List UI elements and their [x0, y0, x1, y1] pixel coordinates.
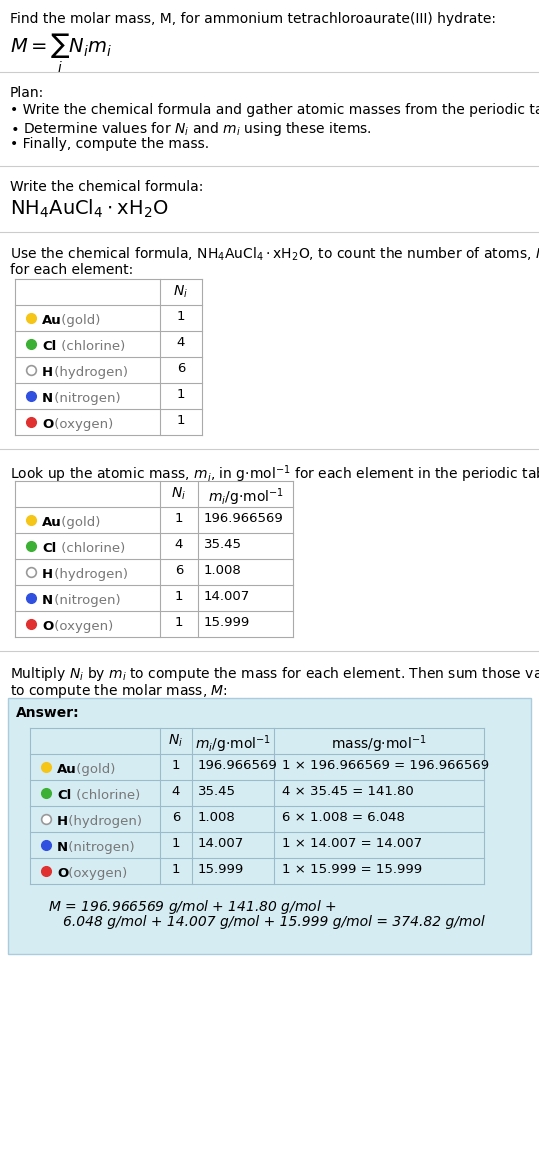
Text: 6: 6 [175, 564, 183, 577]
Text: 35.45: 35.45 [204, 538, 242, 552]
Text: $N_i$: $N_i$ [169, 733, 183, 750]
Text: $m_i$/g$\cdot$mol$^{-1}$: $m_i$/g$\cdot$mol$^{-1}$ [195, 733, 271, 754]
Text: 4: 4 [172, 785, 180, 798]
Text: 6: 6 [177, 361, 185, 375]
Text: N: N [42, 593, 53, 607]
Text: Cl: Cl [42, 542, 56, 555]
Text: (nitrogen): (nitrogen) [50, 593, 120, 607]
Text: 1: 1 [172, 863, 180, 876]
Text: 1: 1 [175, 590, 183, 603]
Text: Cl: Cl [42, 340, 56, 353]
Text: 1: 1 [177, 414, 185, 427]
Text: 1.008: 1.008 [198, 812, 236, 824]
Text: 14.007: 14.007 [198, 837, 244, 850]
Text: Multiply $N_i$ by $m_i$ to compute the mass for each element. Then sum those val: Multiply $N_i$ by $m_i$ to compute the m… [10, 665, 539, 683]
Text: 1 × 196.966569 = 196.966569: 1 × 196.966569 = 196.966569 [282, 759, 489, 772]
Text: • Finally, compute the mass.: • Finally, compute the mass. [10, 136, 209, 152]
Text: (gold): (gold) [57, 314, 100, 326]
Text: (oxygen): (oxygen) [50, 620, 113, 633]
Text: (oxygen): (oxygen) [65, 868, 128, 880]
Text: N: N [42, 392, 53, 405]
Text: H: H [42, 366, 53, 379]
Text: 35.45: 35.45 [198, 785, 236, 798]
Text: $N_i$: $N_i$ [171, 486, 186, 503]
Text: (hydrogen): (hydrogen) [50, 366, 128, 379]
Text: (nitrogen): (nitrogen) [50, 392, 120, 405]
Text: (oxygen): (oxygen) [50, 417, 113, 431]
Text: H: H [42, 568, 53, 581]
Text: (nitrogen): (nitrogen) [65, 841, 135, 854]
Text: Write the chemical formula:: Write the chemical formula: [10, 180, 203, 194]
Text: Plan:: Plan: [10, 86, 44, 100]
Text: Look up the atomic mass, $m_i$, in g$\cdot$mol$^{-1}$ for each element in the pe: Look up the atomic mass, $m_i$, in g$\cd… [10, 463, 539, 485]
Text: (gold): (gold) [57, 517, 100, 529]
Text: $N_i$: $N_i$ [174, 285, 189, 301]
Text: (gold): (gold) [72, 763, 115, 777]
Text: 1.008: 1.008 [204, 564, 242, 577]
Text: 4 × 35.45 = 141.80: 4 × 35.45 = 141.80 [282, 785, 414, 798]
Text: 14.007: 14.007 [204, 590, 250, 603]
Text: 1: 1 [177, 310, 185, 323]
Text: 4: 4 [177, 336, 185, 349]
Text: $\mathrm{NH_4AuCl_4 \cdot xH_2O}$: $\mathrm{NH_4AuCl_4 \cdot xH_2O}$ [10, 198, 169, 220]
Text: to compute the molar mass, $M$:: to compute the molar mass, $M$: [10, 682, 228, 700]
Text: (chlorine): (chlorine) [57, 340, 125, 353]
Text: (hydrogen): (hydrogen) [50, 568, 128, 581]
Text: $M$ = 196.966569 g/mol + 141.80 g/mol +: $M$ = 196.966569 g/mol + 141.80 g/mol + [48, 898, 336, 916]
Text: mass/g$\cdot$mol$^{-1}$: mass/g$\cdot$mol$^{-1}$ [331, 733, 427, 754]
Text: 1 × 14.007 = 14.007: 1 × 14.007 = 14.007 [282, 837, 422, 850]
Text: O: O [42, 417, 53, 431]
Text: 1: 1 [172, 759, 180, 772]
Text: 196.966569: 196.966569 [204, 512, 284, 525]
Text: 1: 1 [177, 388, 185, 401]
Text: 15.999: 15.999 [198, 863, 244, 876]
Text: 1: 1 [172, 837, 180, 850]
Text: $\bullet$ Determine values for $N_i$ and $m_i$ using these items.: $\bullet$ Determine values for $N_i$ and… [10, 120, 372, 138]
Bar [8, 698, 531, 954]
Text: 1: 1 [175, 616, 183, 628]
Text: 4: 4 [175, 538, 183, 552]
Text: (hydrogen): (hydrogen) [65, 815, 142, 828]
Text: H: H [57, 815, 68, 828]
Text: $M = \sum_i N_i m_i$: $M = \sum_i N_i m_i$ [10, 31, 112, 75]
Text: for each element:: for each element: [10, 264, 133, 278]
Text: O: O [42, 620, 53, 633]
Text: Answer:: Answer: [16, 705, 80, 719]
Text: (chlorine): (chlorine) [72, 789, 140, 802]
Text: Use the chemical formula, $\mathrm{NH_4AuCl_4 \cdot xH_2O}$, to count the number: Use the chemical formula, $\mathrm{NH_4A… [10, 246, 539, 264]
Text: 6.048 g/mol + 14.007 g/mol + 15.999 g/mol = 374.82 g/mol: 6.048 g/mol + 14.007 g/mol + 15.999 g/mo… [63, 915, 485, 929]
Text: Cl: Cl [57, 789, 71, 802]
Text: O: O [57, 868, 68, 880]
Text: • Write the chemical formula and gather atomic masses from the periodic table.: • Write the chemical formula and gather … [10, 103, 539, 117]
Text: Au: Au [42, 517, 62, 529]
Text: 15.999: 15.999 [204, 616, 250, 628]
Text: $m_i$/g$\cdot$mol$^{-1}$: $m_i$/g$\cdot$mol$^{-1}$ [208, 486, 284, 507]
Text: (chlorine): (chlorine) [57, 542, 125, 555]
Text: 1: 1 [175, 512, 183, 525]
Text: N: N [57, 841, 68, 854]
Text: Au: Au [57, 763, 77, 777]
Text: 6: 6 [172, 812, 180, 824]
Text: 196.966569: 196.966569 [198, 759, 278, 772]
Text: 1 × 15.999 = 15.999: 1 × 15.999 = 15.999 [282, 863, 422, 876]
Text: Au: Au [42, 314, 62, 326]
Text: Find the molar mass, M, for ammonium tetrachloroaurate(III) hydrate:: Find the molar mass, M, for ammonium tet… [10, 12, 496, 26]
Text: 6 × 1.008 = 6.048: 6 × 1.008 = 6.048 [282, 812, 405, 824]
